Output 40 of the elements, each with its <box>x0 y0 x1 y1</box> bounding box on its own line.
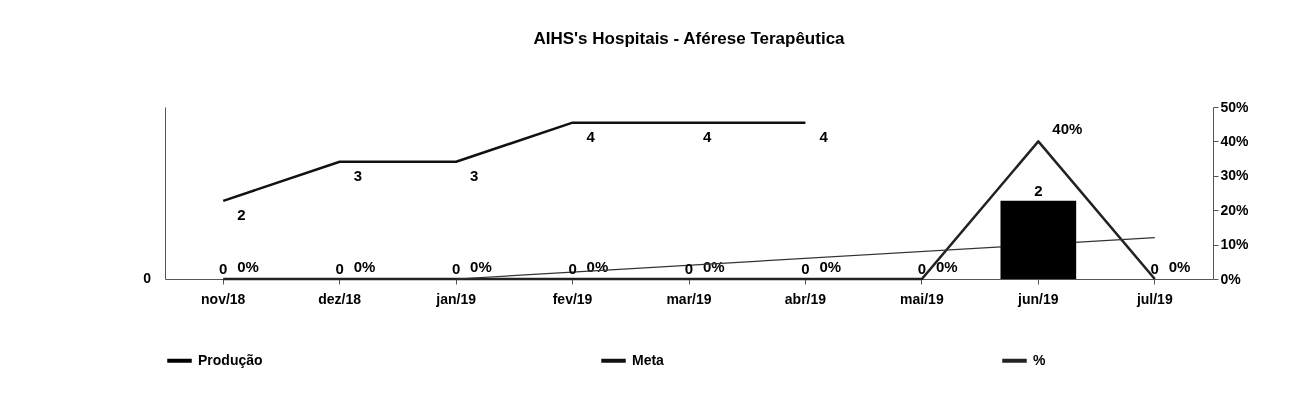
y2-tick-label: 10% <box>1220 236 1250 253</box>
x-tick-label: abr/19 <box>784 290 827 307</box>
data-label: 0 <box>1150 260 1159 277</box>
x-tick-label: jun/19 <box>1017 290 1059 307</box>
y2-tick-label: 0% <box>1220 270 1242 287</box>
data-label: 0% <box>470 258 492 275</box>
legend-label: Meta <box>632 351 665 368</box>
data-label: 0% <box>819 258 842 275</box>
data-label: 0 <box>219 260 228 277</box>
data-label: 0 <box>335 260 344 277</box>
x-tick-label: fev/19 <box>552 290 593 307</box>
text: 0 <box>143 270 152 286</box>
data-label: 2 <box>237 205 246 223</box>
y2-tick-label: 20% <box>1220 201 1250 218</box>
legend-label: % <box>1033 351 1046 368</box>
y2-tick-label: 30% <box>1220 167 1250 184</box>
y2-tick-label: 50% <box>1220 98 1250 115</box>
x-tick-label: nov/18 <box>201 290 246 307</box>
x-tick-label: dez/18 <box>318 290 362 307</box>
data-label: 0 <box>451 260 461 277</box>
data-label: 2 <box>1034 181 1043 199</box>
legend-label: Produção <box>198 351 263 368</box>
data-label: 4 <box>703 127 712 145</box>
y2-tick-label: 40% <box>1220 132 1250 149</box>
chart-title: AIHS's Hospitais - Aférese Terapêutica <box>533 29 846 48</box>
data-label: 3 <box>470 166 479 184</box>
x-tick-label: jul/19 <box>1135 290 1173 307</box>
x-tick-label: jan/19 <box>435 290 477 307</box>
data-label: 0% <box>237 258 259 275</box>
data-label: 3 <box>353 166 363 184</box>
data-label: 4 <box>586 127 596 145</box>
data-label: 0% <box>935 258 958 275</box>
data-label: 0 <box>917 260 927 277</box>
x-tick-label: mai/19 <box>900 290 944 307</box>
x-tick-label: mar/19 <box>666 290 712 307</box>
data-label: 40% <box>1052 120 1083 138</box>
data-label: 0% <box>353 258 376 275</box>
data-label: 0 <box>801 260 810 277</box>
data-label: 0% <box>1168 258 1191 275</box>
data-label: 4 <box>819 127 829 145</box>
